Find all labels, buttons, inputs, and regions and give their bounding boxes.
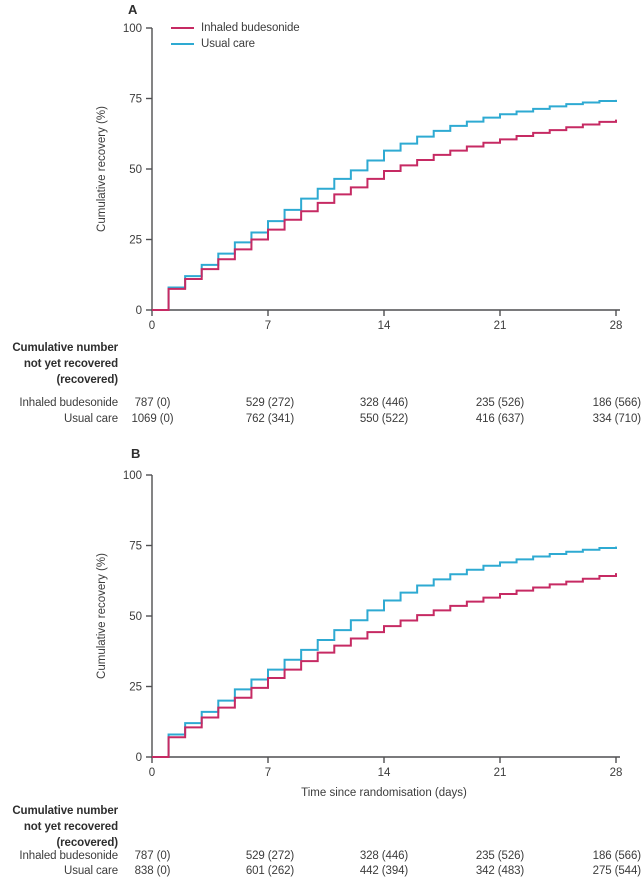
x-tick-label: 28 (610, 320, 623, 332)
risk-table-value: 235 (526) (475, 397, 525, 409)
risk-table-value: 601 (262) (245, 865, 295, 877)
legend-label-budesonide: Inhaled budesonide (201, 22, 300, 34)
risk-table-value: 334 (710) (592, 413, 641, 425)
y-axis-title: Cumulative recovery (%) (96, 106, 108, 232)
risk-table-value: 442 (394) (359, 865, 409, 877)
risk-table-value: 1069 (0) (131, 413, 174, 425)
y-tick-label: 100 (123, 23, 142, 35)
risk-table-row-label: Usual care (64, 865, 118, 877)
y-tick-label: 25 (129, 682, 142, 694)
budesonide-line-swatch (171, 27, 194, 29)
risk-table-value: 838 (0) (134, 865, 171, 877)
usual-care-line-swatch (171, 43, 194, 45)
risk-table-value: 787 (0) (134, 850, 171, 862)
legend-item-usual-care: Usual care (171, 36, 300, 52)
y-tick-label: 50 (129, 164, 142, 176)
panel-b-chart: 0 25 50 75 100 0 7 14 21 28 Cumulative recovery (%… (96, 470, 623, 779)
y-tick-label: 75 (129, 541, 142, 553)
y-axis-title: Cumulative recovery (%) (96, 553, 108, 679)
risk-table-value: 762 (341) (245, 413, 295, 425)
x-axis-title: Time since randomisation (days) (301, 787, 467, 799)
panel-a-label: A (128, 2, 138, 17)
panel-a-legend: Inhaled budesonide Usual care (171, 20, 300, 52)
y-tick-label: 25 (129, 235, 142, 247)
legend-label-usual-care: Usual care (201, 38, 255, 50)
risk-table-value: 275 (544) (592, 865, 641, 877)
risk-table-value: 529 (272) (245, 397, 295, 409)
panel-a-chart: 0 25 50 75 100 0 7 14 21 28 Cumulative recovery (%… (96, 23, 623, 332)
x-tick-label: 0 (149, 320, 155, 332)
risk-table-value: 328 (446) (359, 850, 409, 862)
risk-table-header-line: Cumulative number (12, 805, 118, 817)
risk-table-value: 186 (566) (592, 397, 641, 409)
risk-table-row-label: Inhaled budesonide (19, 850, 118, 862)
risk-table-row-label: Usual care (64, 413, 118, 425)
risk-table-value: 416 (637) (475, 413, 525, 425)
y-tick-label: 50 (129, 611, 142, 623)
risk-table-header-line: (recovered) (56, 837, 118, 849)
risk-table-header: Cumulative number not yet recovered (recov… (0, 340, 118, 388)
x-tick-label: 7 (265, 767, 271, 779)
risk-table-value: 235 (526) (475, 850, 525, 862)
risk-table-value: 186 (566) (592, 850, 641, 862)
risk-table-header: Cumulative number not yet recovered (recov… (0, 803, 118, 851)
risk-table-row-label: Inhaled budesonide (19, 397, 118, 409)
risk-table-value: 787 (0) (134, 397, 171, 409)
risk-table-value: 342 (483) (475, 865, 525, 877)
curve-budesonide (152, 119, 617, 311)
y-tick-label: 0 (136, 752, 142, 764)
x-tick-label: 14 (378, 767, 391, 779)
x-tick-label: 21 (494, 320, 507, 332)
curve-budesonide (152, 573, 617, 758)
risk-table-value: 328 (446) (359, 397, 409, 409)
risk-table-header-line: Cumulative number (12, 342, 118, 354)
x-tick-label: 28 (610, 767, 623, 779)
risk-table-header-line: not yet recovered (23, 821, 118, 833)
x-tick-label: 0 (149, 767, 155, 779)
risk-table-header-line: not yet recovered (23, 358, 118, 370)
risk-table-value: 529 (272) (245, 850, 295, 862)
y-tick-label: 75 (129, 94, 142, 106)
risk-table-header-line: (recovered) (56, 374, 118, 386)
y-tick-label: 100 (123, 470, 142, 482)
x-tick-label: 7 (265, 320, 271, 332)
risk-table-value: 550 (522) (359, 413, 409, 425)
x-tick-label: 21 (494, 767, 507, 779)
legend-item-budesonide: Inhaled budesonide (171, 20, 300, 36)
panel-b-label: B (131, 446, 141, 461)
y-tick-label: 0 (136, 305, 142, 317)
x-tick-label: 14 (378, 320, 391, 332)
